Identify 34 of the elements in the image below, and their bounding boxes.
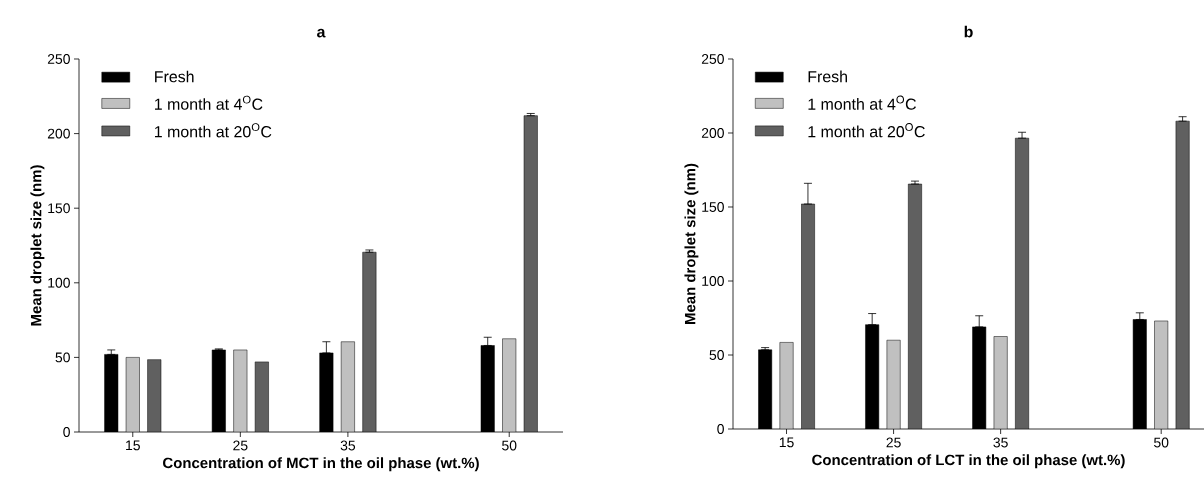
y-tick-label: 150 — [48, 203, 70, 214]
y-axis-title: Mean droplet size (nm) — [684, 163, 699, 324]
chart-title: b — [964, 25, 973, 38]
x-tick-label: 35 — [340, 440, 356, 451]
x-tick-label: 25 — [233, 440, 248, 451]
legend-label: 1 month at 4$^{O}$C — [155, 95, 263, 110]
y-tick-label: 200 — [47, 128, 70, 139]
x-tick-label: 25 — [886, 437, 901, 448]
y-tick-label: 0 — [717, 424, 724, 434]
x-tick-label: 35 — [993, 437, 1008, 448]
x-axis-title: Concentration of LCT in the oil phase (wt.%) — [812, 454, 1125, 469]
y-tick-label: 250 — [701, 54, 724, 64]
y-tick-label: 100 — [48, 277, 70, 288]
legend-label: Fresh — [808, 70, 847, 83]
y-tick-label: 150 — [702, 202, 724, 212]
y-tick-label: 50 — [709, 350, 724, 360]
legend-label: 1 month at 4$^{O}$C — [808, 95, 916, 110]
chart-title: a — [317, 28, 326, 38]
y-axis-title: Mean droplet size (nm) — [30, 165, 45, 326]
legend-label: 1 month at 20$^{O}$C — [808, 123, 925, 138]
y-tick-label: 0 — [63, 427, 70, 437]
bar — [523, 115, 538, 432]
y-tick-label: 50 — [55, 352, 70, 363]
legend-label: 1 month at 20$^{O}$C — [155, 123, 272, 138]
x-axis-title: Concentration of MCT in the oil phase (wt.%) — [163, 457, 479, 472]
bar — [779, 342, 794, 429]
x-tick-label: 15 — [126, 440, 140, 451]
legend-label: Fresh — [155, 70, 194, 83]
y-tick-label: 200 — [701, 128, 724, 138]
x-tick-label: 50 — [1154, 437, 1169, 448]
y-tick-label: 250 — [47, 54, 70, 64]
x-tick-label: 15 — [779, 437, 794, 448]
y-tick-label: 100 — [702, 276, 724, 286]
x-tick-label: 50 — [502, 440, 517, 451]
